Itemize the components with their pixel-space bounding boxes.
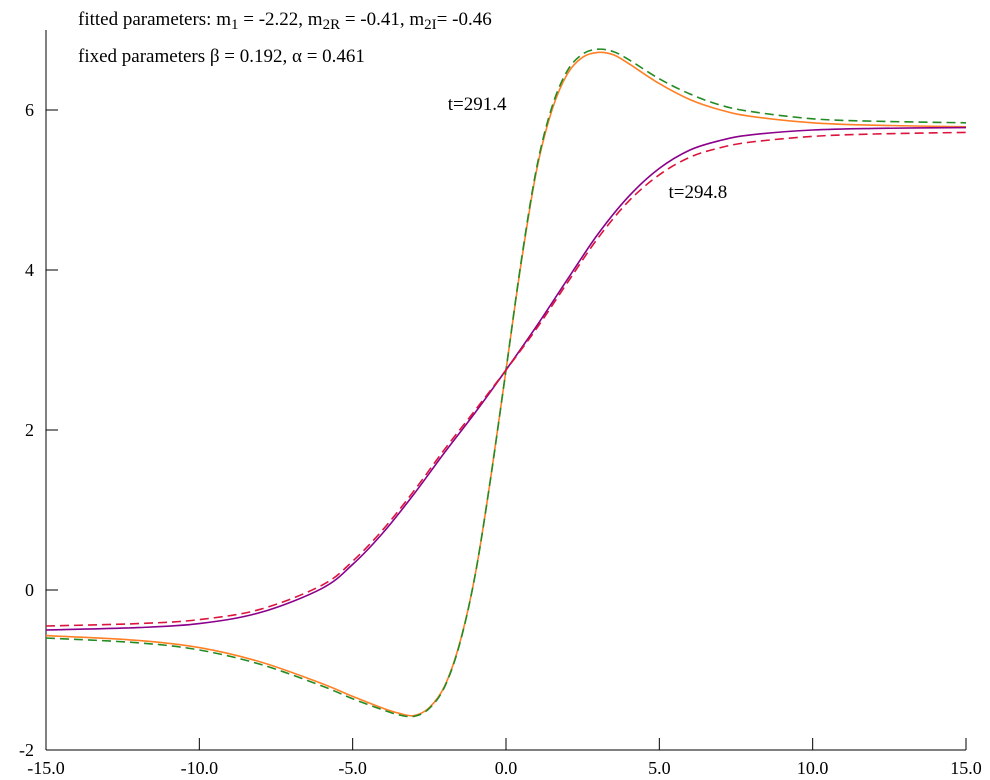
header-line-1: fitted parameters: m1 = -2.22, m2R = -0.… — [78, 9, 492, 33]
annotation-layer: t=291.4 t=294.8 — [448, 94, 728, 203]
x-tick-label: -15.0 — [27, 758, 65, 778]
y-tick-label: 6 — [25, 100, 34, 120]
header-text-part: fitted parameters: m — [78, 9, 231, 30]
header-text-part: 1 — [231, 17, 239, 33]
y-tick-label: 0 — [25, 580, 34, 600]
header-text-part: 2R — [323, 17, 341, 33]
header-line-2: fixed parameters β = 0.192, α = 0.461 — [78, 46, 365, 67]
y-tick-label: -2 — [19, 740, 34, 760]
header-text-part: = -0.41, m — [340, 9, 424, 30]
header-text-part: fixed parameters β = 0.192, α = 0.461 — [78, 46, 365, 67]
x-tick-label: -5.0 — [338, 758, 367, 778]
header-text-part: = -0.46 — [437, 9, 492, 30]
header-text-part: = -2.22, m — [239, 9, 323, 30]
curve-annotation: t=291.4 — [448, 94, 507, 115]
series-line-4 — [45, 131, 967, 627]
series-layer — [45, 48, 967, 718]
x-tick-label: 10.0 — [797, 758, 829, 778]
axis-ticks: -15.0 -10.0 -5.0 0.0 5.0 10.0 15.0 -2 0 2 4 6 — [19, 100, 982, 778]
x-tick-label: 5.0 — [648, 758, 671, 778]
series-line-2 — [45, 48, 967, 718]
x-tick-label: 0.0 — [495, 758, 518, 778]
header-text-part: 2I — [424, 17, 437, 33]
series-line-3 — [45, 126, 967, 631]
x-tick-label: 15.0 — [950, 758, 982, 778]
y-tick-label: 4 — [25, 260, 34, 280]
x-tick-label: -10.0 — [181, 758, 219, 778]
series-line-1 — [45, 51, 967, 717]
curve-annotation: t=294.8 — [669, 182, 728, 203]
y-tick-label: 2 — [25, 420, 34, 440]
